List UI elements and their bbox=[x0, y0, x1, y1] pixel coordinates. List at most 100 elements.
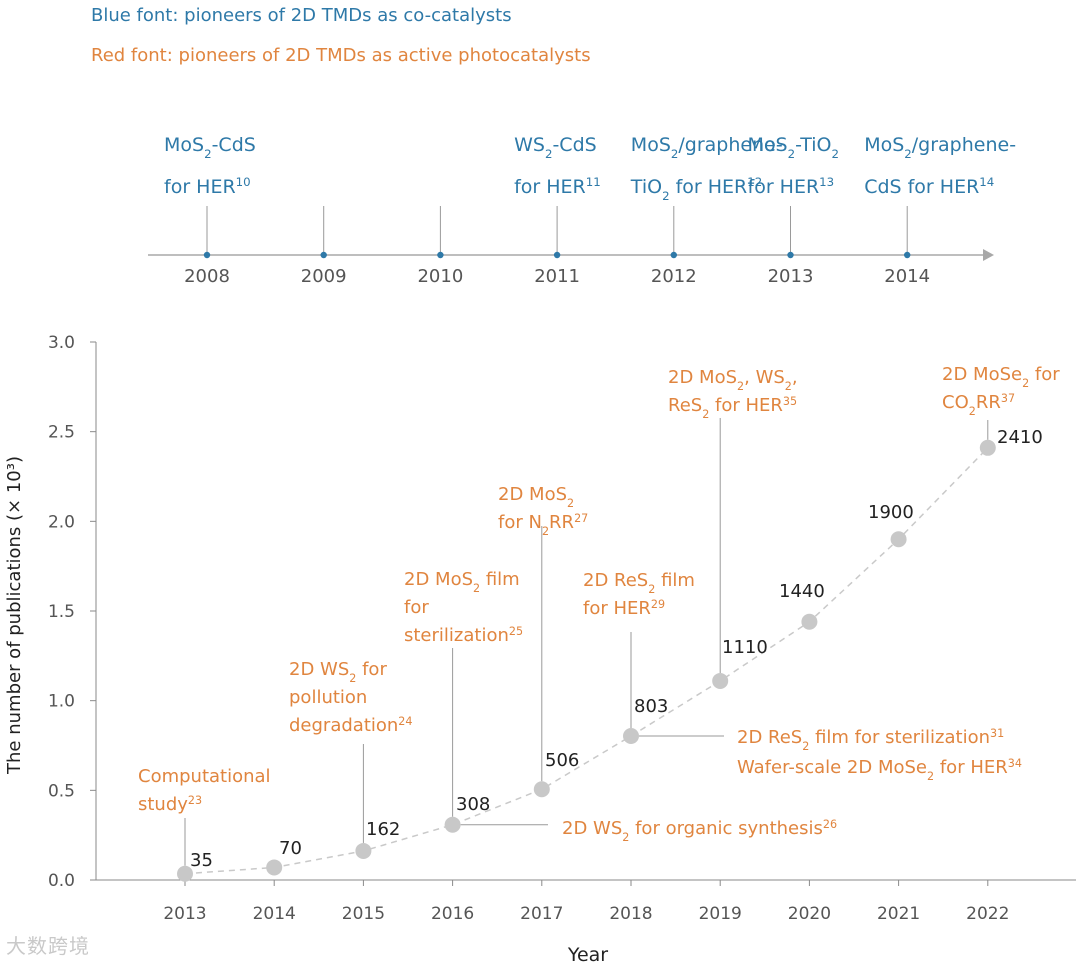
annotation-line: sterilization25 bbox=[404, 625, 523, 647]
timeline-dot bbox=[320, 251, 327, 259]
timeline-event: MoS2-TiO2 for HER13 bbox=[748, 134, 839, 198]
data-point bbox=[979, 439, 996, 456]
data-value-label: 70 bbox=[279, 838, 302, 859]
timeline-dot bbox=[787, 251, 794, 259]
data-point bbox=[355, 842, 372, 859]
timeline-dot bbox=[904, 251, 911, 259]
data-value-label: 803 bbox=[634, 696, 668, 717]
data-point bbox=[801, 613, 818, 630]
data-point bbox=[177, 865, 193, 882]
timeline-event: MoS2-CdS for HER10 bbox=[164, 134, 256, 198]
data-value-label: 1440 bbox=[779, 581, 825, 602]
annotation-line: Wafer-scale 2D MoSe2 for HER34 bbox=[737, 757, 1022, 783]
timeline-event-line1: MoS2-TiO2 bbox=[748, 134, 839, 161]
data-value-label: 506 bbox=[545, 750, 579, 771]
legend-blue-note: Blue font: pioneers of 2D TMDs as co-cat… bbox=[91, 5, 512, 26]
data-value-label: 308 bbox=[456, 794, 490, 815]
x-axis-label: Year bbox=[567, 944, 608, 965]
publications-chart: The number of publications (× 10³) Year … bbox=[4, 333, 1076, 965]
data-value-label: 1110 bbox=[722, 637, 768, 658]
annotation-line: 2D WS2 for bbox=[289, 659, 387, 685]
data-point bbox=[533, 781, 550, 798]
timeline-event-line1: MoS2/graphene- bbox=[864, 134, 1016, 161]
annotation: 2D ReS2 film for sterilization31 Wafer-sc… bbox=[737, 727, 1022, 783]
timeline-year-label: 2009 bbox=[301, 266, 347, 287]
y-tick-label: 3.0 bbox=[48, 333, 75, 353]
timeline: 2008 2009 2010 2011 2012 2013 2014 MoS2-CdS for … bbox=[148, 134, 1016, 287]
timeline-year-label: 2014 bbox=[884, 266, 930, 287]
timeline-year-label: 2012 bbox=[651, 266, 697, 287]
annotation-line: for HER29 bbox=[583, 598, 665, 620]
annotation-line: 2D MoSe2 for bbox=[942, 364, 1060, 390]
x-tick-label: 2021 bbox=[877, 904, 920, 924]
timeline-year-label: 2011 bbox=[534, 266, 580, 287]
timeline-event-line2: for HER10 bbox=[164, 175, 251, 198]
timeline-dot bbox=[203, 251, 211, 259]
timeline-event: MoS2/graphene- CdS for HER14 bbox=[864, 134, 1016, 198]
annotation: 2D WS2 for organic synthesis26 bbox=[562, 818, 837, 844]
y-tick-label: 2.0 bbox=[48, 512, 75, 532]
data-point bbox=[623, 727, 639, 744]
annotation-line: 2D MoS2 film bbox=[404, 569, 520, 595]
annotation-line: 2D ReS2 film for sterilization31 bbox=[737, 727, 1004, 753]
annotation-line: 2D WS2 for organic synthesis26 bbox=[562, 818, 837, 844]
x-tick-label: 2020 bbox=[788, 904, 831, 924]
x-tick-label: 2016 bbox=[431, 904, 474, 924]
data-value-label: 35 bbox=[190, 850, 213, 871]
y-tick-label: 0.5 bbox=[48, 781, 75, 801]
y-tick-label: 1.0 bbox=[48, 692, 75, 712]
data-point bbox=[266, 859, 283, 876]
x-tick-label: 2018 bbox=[609, 904, 652, 924]
data-point bbox=[712, 672, 729, 689]
timeline-event: WS2-CdS for HER11 bbox=[514, 134, 601, 198]
annotation-line: 2D MoS2, WS2, bbox=[668, 367, 798, 393]
annotation-line: 2D MoS2 bbox=[498, 484, 574, 510]
annotation-line: for N2RR27 bbox=[498, 512, 588, 538]
y-axis-label: The number of publications (× 10³) bbox=[4, 456, 25, 775]
timeline-dot bbox=[437, 251, 444, 259]
timeline-event-line2: for HER13 bbox=[748, 175, 835, 198]
annotation-line: ReS2 for HER35 bbox=[668, 395, 797, 421]
y-tick-label: 2.5 bbox=[48, 423, 75, 443]
timeline-event: MoS2/graphene- TiO2 for HER12 bbox=[630, 134, 783, 203]
annotation-line: degradation24 bbox=[289, 715, 413, 737]
timeline-arrow-icon bbox=[983, 249, 994, 261]
annotation-line: Computational bbox=[138, 766, 271, 787]
data-value-label: 162 bbox=[366, 819, 400, 840]
annotation: Computational study23 bbox=[138, 766, 271, 815]
x-tick-label: 2014 bbox=[253, 904, 296, 924]
x-tick-label: 2015 bbox=[342, 904, 385, 924]
timeline-year-label: 2008 bbox=[184, 266, 230, 287]
timeline-event-line1: WS2-CdS bbox=[514, 134, 597, 161]
timeline-year-label: 2010 bbox=[417, 266, 463, 287]
x-tick-label: 2017 bbox=[520, 904, 563, 924]
annotation-line: for bbox=[404, 597, 429, 618]
annotation: 2D MoS2, WS2,ReS2 for HER35 bbox=[668, 367, 798, 421]
x-tick-label: 2022 bbox=[966, 904, 1009, 924]
x-tick-label: 2013 bbox=[163, 904, 206, 924]
timeline-event-line2: TiO2 for HER12 bbox=[630, 175, 762, 203]
timeline-event-line1: MoS2-CdS bbox=[164, 134, 256, 161]
data-point bbox=[444, 816, 461, 833]
data-point bbox=[890, 531, 907, 548]
data-value-label: 1900 bbox=[868, 502, 914, 523]
timeline-dot bbox=[553, 251, 561, 259]
data-value-label: 2410 bbox=[997, 427, 1043, 448]
timeline-event-line2: for HER11 bbox=[514, 175, 601, 198]
y-tick-label: 1.5 bbox=[48, 602, 75, 622]
timeline-event-line1: MoS2/graphene- bbox=[631, 134, 783, 161]
annotation-line: study23 bbox=[138, 794, 202, 816]
trend-line bbox=[184, 447, 989, 875]
timeline-event-line2: CdS for HER14 bbox=[864, 175, 994, 198]
legend-red-note: Red font: pioneers of 2D TMDs as active … bbox=[91, 45, 591, 66]
annotation-line: 2D ReS2 film bbox=[583, 570, 695, 596]
timeline-dot bbox=[670, 251, 677, 259]
y-tick-label: 0.0 bbox=[48, 871, 75, 891]
timeline-year-label: 2013 bbox=[768, 266, 814, 287]
annotation-line: pollution bbox=[289, 687, 367, 708]
